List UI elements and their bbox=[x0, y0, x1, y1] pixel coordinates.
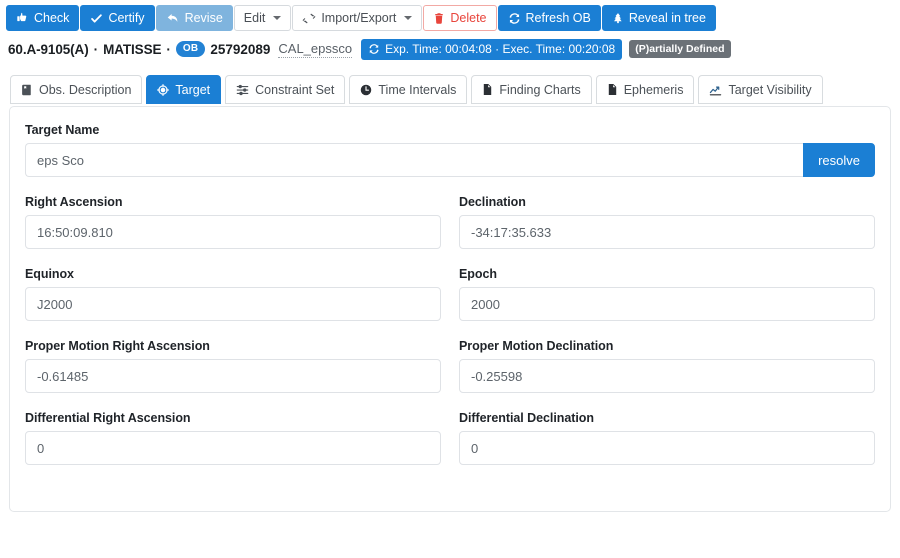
proper-motion-dec-label: Proper Motion Declination bbox=[459, 339, 614, 353]
resolve-button[interactable]: resolve bbox=[803, 143, 875, 177]
proper-motion-ra-input[interactable] bbox=[25, 359, 441, 393]
epoch-field-group: Epoch bbox=[459, 267, 875, 321]
proper-motion-dec-input[interactable] bbox=[459, 359, 875, 393]
certify-button-label: Certify bbox=[108, 10, 145, 25]
import-export-label: Import/Export bbox=[321, 10, 397, 25]
target-name-field-group: Target Name resolve bbox=[25, 123, 875, 177]
reveal-in-tree-button[interactable]: Reveal in tree bbox=[601, 5, 716, 31]
target-name-input-group: resolve bbox=[25, 143, 875, 177]
target-name-input[interactable] bbox=[25, 143, 804, 177]
refresh-icon bbox=[368, 43, 380, 55]
tab-finding-charts-label: Finding Charts bbox=[499, 82, 581, 97]
tab-ephemeris-label: Ephemeris bbox=[623, 82, 684, 97]
equinox-input[interactable] bbox=[25, 287, 441, 321]
tab-obs-description-label: Obs. Description bbox=[39, 82, 132, 97]
file-image-icon bbox=[482, 83, 493, 96]
tab-target[interactable]: Target bbox=[146, 75, 222, 104]
undo-arrow-icon bbox=[166, 12, 180, 25]
ob-number: 25792089 bbox=[210, 41, 271, 57]
sliders-icon bbox=[236, 84, 249, 96]
check-button-label: Check bbox=[34, 10, 70, 25]
tab-finding-charts[interactable]: Finding Charts bbox=[471, 75, 592, 104]
delete-button[interactable]: Delete bbox=[423, 5, 497, 31]
target-form-panel: Target Name resolve Right Ascension Decl… bbox=[9, 106, 891, 512]
right-ascension-label: Right Ascension bbox=[25, 195, 123, 209]
reveal-in-tree-label: Reveal in tree bbox=[628, 10, 706, 25]
tab-time-intervals-label: Time Intervals bbox=[378, 82, 457, 97]
crosshair-icon bbox=[157, 83, 170, 96]
equinox-label: Equinox bbox=[25, 267, 74, 281]
proper-motion-row: Proper Motion Right Ascension Proper Mot… bbox=[25, 339, 875, 393]
ob-tabs: Obs. Description Target Constraint Set T… bbox=[0, 64, 900, 104]
time-badge[interactable]: Exp. Time: 00:04:08 · Exec. Time: 00:20:… bbox=[361, 38, 623, 60]
tab-target-visibility[interactable]: Target Visibility bbox=[698, 75, 823, 104]
refresh-ob-label: Refresh OB bbox=[525, 10, 591, 25]
epoch-label: Epoch bbox=[459, 267, 497, 281]
ob-type-badge: OB bbox=[175, 41, 206, 57]
chevron-down-icon bbox=[404, 16, 413, 20]
revise-button[interactable]: Revise bbox=[155, 5, 233, 31]
main-toolbar: Check Certify Revise Edit Import/Export … bbox=[0, 0, 900, 34]
right-ascension-input[interactable] bbox=[25, 215, 441, 249]
declination-field-group: Declination bbox=[459, 195, 875, 249]
declination-label: Declination bbox=[459, 195, 526, 209]
ob-infobar: 60.A-9105(A) · MATISSE · OB 25792089 CAL… bbox=[0, 34, 900, 64]
status-badge: (P)artially Defined bbox=[629, 40, 731, 58]
differential-ra-input[interactable] bbox=[25, 431, 441, 465]
tab-obs-description[interactable]: Obs. Description bbox=[10, 75, 143, 104]
certify-button[interactable]: Certify bbox=[80, 5, 155, 31]
breadcrumb-separator-2: · bbox=[166, 41, 171, 57]
proper-motion-dec-field-group: Proper Motion Declination bbox=[459, 339, 875, 393]
equinox-epoch-row: Equinox Epoch bbox=[25, 267, 875, 321]
thumbs-up-icon bbox=[16, 12, 29, 25]
proper-motion-ra-field-group: Proper Motion Right Ascension bbox=[25, 339, 441, 393]
tab-target-visibility-label: Target Visibility bbox=[728, 82, 812, 97]
differential-ra-field-group: Differential Right Ascension bbox=[25, 411, 441, 465]
tab-time-intervals[interactable]: Time Intervals bbox=[349, 75, 468, 104]
coordinates-row: Right Ascension Declination bbox=[25, 195, 875, 249]
clock-icon bbox=[360, 84, 372, 96]
target-name-label: Target Name bbox=[25, 123, 100, 137]
differential-dec-label: Differential Declination bbox=[459, 411, 594, 425]
delete-button-label: Delete bbox=[450, 10, 487, 25]
edit-dropdown-button[interactable]: Edit bbox=[233, 5, 292, 31]
import-export-dropdown-button[interactable]: Import/Export bbox=[292, 5, 423, 31]
instrument-name: MATISSE bbox=[103, 41, 162, 57]
exchange-icon bbox=[302, 12, 316, 25]
declination-input[interactable] bbox=[459, 215, 875, 249]
differential-ra-label: Differential Right Ascension bbox=[25, 411, 191, 425]
epoch-input[interactable] bbox=[459, 287, 875, 321]
tree-icon bbox=[612, 12, 624, 25]
target-name-row: Target Name resolve bbox=[25, 123, 875, 177]
ob-name: CAL_epssco bbox=[278, 40, 353, 58]
time-badge-label: Exp. Time: 00:04:08 · Exec. Time: 00:20:… bbox=[385, 42, 616, 56]
chevron-down-icon bbox=[273, 16, 282, 20]
differential-row: Differential Right Ascension Differentia… bbox=[25, 411, 875, 465]
tab-constraint-set-label: Constraint Set bbox=[255, 82, 335, 97]
tab-target-label: Target bbox=[175, 82, 211, 97]
check-icon bbox=[90, 12, 103, 25]
refresh-icon bbox=[508, 12, 521, 25]
equinox-field-group: Equinox bbox=[25, 267, 441, 321]
check-button[interactable]: Check bbox=[6, 5, 80, 31]
differential-dec-input[interactable] bbox=[459, 431, 875, 465]
differential-dec-field-group: Differential Declination bbox=[459, 411, 875, 465]
run-id: 60.A-9105(A) bbox=[8, 41, 89, 57]
refresh-ob-button[interactable]: Refresh OB bbox=[497, 5, 601, 31]
chart-line-icon bbox=[709, 84, 722, 96]
book-icon bbox=[21, 84, 33, 96]
edit-dropdown-label: Edit bbox=[243, 10, 266, 25]
proper-motion-ra-label: Proper Motion Right Ascension bbox=[25, 339, 210, 353]
tab-constraint-set[interactable]: Constraint Set bbox=[225, 75, 346, 104]
right-ascension-field-group: Right Ascension bbox=[25, 195, 441, 249]
trash-icon bbox=[433, 12, 445, 25]
tab-ephemeris[interactable]: Ephemeris bbox=[595, 75, 695, 104]
file-icon bbox=[607, 83, 618, 96]
breadcrumb-separator: · bbox=[93, 41, 99, 57]
revise-button-label: Revise bbox=[184, 10, 223, 25]
